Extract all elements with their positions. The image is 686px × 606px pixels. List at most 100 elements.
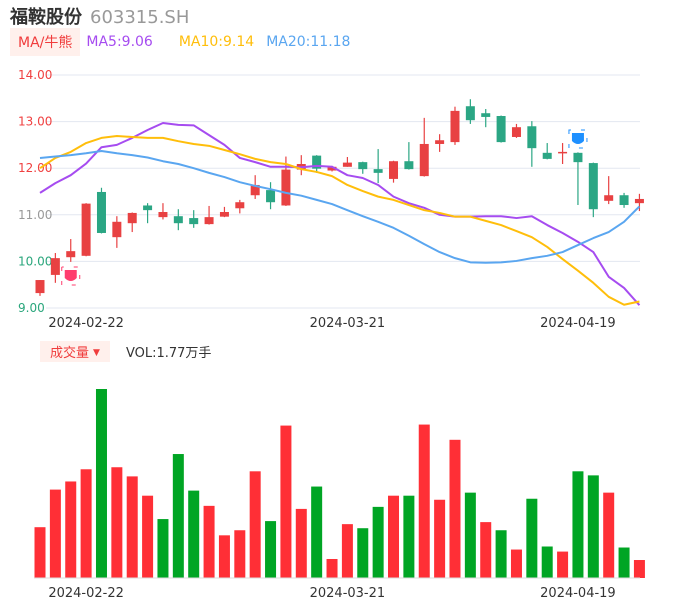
- ma20-legend: MA20:11.18: [266, 34, 351, 50]
- volume-bar: [249, 471, 261, 578]
- candle: [496, 115, 506, 143]
- candle: [465, 99, 475, 124]
- candle: [266, 182, 276, 210]
- candle-body: [281, 169, 291, 206]
- candle-body: [373, 169, 383, 173]
- candle-body: [312, 155, 322, 169]
- candle-body: [143, 205, 153, 211]
- candle: [143, 203, 153, 224]
- candle: [435, 134, 445, 152]
- candle-body: [465, 106, 475, 121]
- volume-bar: [126, 476, 138, 578]
- candle: [389, 160, 399, 183]
- marker-frame: [568, 129, 588, 149]
- candle: [158, 203, 168, 220]
- volume-bar: [480, 522, 492, 578]
- candle: [604, 176, 614, 205]
- volume-bar: [510, 549, 522, 578]
- volume-bar: [188, 490, 200, 578]
- volume-bar: [311, 486, 323, 578]
- candle-body: [327, 166, 337, 171]
- volume-bar: [142, 495, 154, 578]
- volume-bar: [280, 425, 292, 578]
- candle: [619, 192, 629, 208]
- volume-bar: [603, 492, 615, 578]
- x-tick-label: 2024-02-22: [48, 586, 124, 601]
- ma-legend: MA/牛熊 MA5:9.06 MA10:9.14 MA20:11.18: [10, 28, 368, 56]
- bull-badge-icon[interactable]: [61, 266, 81, 286]
- volume-bar: [203, 505, 215, 578]
- volume-bar: [80, 469, 92, 578]
- candle-body: [158, 212, 168, 218]
- volume-bar: [265, 521, 277, 578]
- volume-bar: [372, 506, 384, 578]
- volume-bar: [234, 530, 246, 578]
- y-tick-label: 9.00: [18, 301, 45, 315]
- candle-body: [404, 161, 414, 170]
- x-tick-label: 2024-02-22: [48, 316, 124, 331]
- candle-body: [358, 162, 368, 170]
- candle: [573, 152, 583, 206]
- volume-bar: [341, 524, 353, 578]
- candle: [81, 203, 91, 257]
- volume-bar: [464, 492, 476, 578]
- candle-body: [542, 152, 552, 159]
- candle-body: [96, 191, 106, 233]
- volume-bar: [572, 471, 584, 578]
- volume-bar: [157, 519, 169, 578]
- volume-bar: [418, 424, 430, 578]
- candle-body: [527, 126, 537, 149]
- volume-bar: [34, 527, 46, 578]
- volume-bar: [218, 535, 230, 578]
- candle-body: [619, 195, 629, 206]
- volume-bar: [633, 560, 645, 578]
- candle: [542, 143, 552, 160]
- candle-body: [66, 251, 76, 258]
- volume-legend: 成交量 ▼ VOL:1.77万手: [40, 340, 212, 362]
- bear-badge-icon[interactable]: [568, 129, 588, 149]
- candle-body: [219, 212, 229, 217]
- candle: [373, 149, 383, 184]
- candle-body: [112, 221, 122, 238]
- volume-bar: [49, 489, 61, 578]
- candle: [250, 175, 260, 199]
- indicator-selector[interactable]: MA/牛熊: [10, 28, 81, 56]
- candle: [235, 199, 245, 214]
- ma5-line: [39, 121, 641, 306]
- volume-indicator-selector[interactable]: 成交量 ▼: [40, 340, 110, 362]
- volume-bar: [526, 498, 538, 578]
- volume-bar: [618, 547, 630, 578]
- volume-bar: [295, 508, 307, 578]
- candle: [419, 117, 429, 177]
- candle-body: [588, 163, 598, 210]
- x-tick-label: 2024-04-19: [540, 316, 616, 331]
- y-tick-label: 11.00: [18, 208, 52, 222]
- candle-body: [81, 203, 91, 256]
- candle: [404, 142, 414, 170]
- volume-bar: [388, 495, 400, 578]
- candle-body: [450, 110, 460, 143]
- volume-value: VOL:1.77万手: [125, 345, 212, 361]
- candle: [342, 157, 352, 167]
- candle-body: [419, 143, 429, 177]
- stock-header: 福鞍股份 603315.SH: [10, 3, 190, 28]
- marker-shield: [571, 133, 584, 144]
- ma5-legend: MA5:9.06: [86, 34, 153, 50]
- marker-frame: [61, 266, 81, 286]
- candle: [66, 239, 76, 262]
- candle-body: [558, 151, 568, 154]
- candle: [558, 143, 568, 165]
- candle-body: [604, 195, 614, 201]
- candle: [219, 206, 229, 218]
- candle-body: [235, 202, 245, 209]
- candle-body: [573, 152, 583, 163]
- stock-code: 603315.SH: [90, 7, 190, 28]
- volume-bar: [357, 528, 369, 578]
- volume-bar: [495, 530, 507, 578]
- candle: [127, 212, 137, 233]
- candle: [96, 187, 106, 234]
- candle-body: [35, 280, 45, 294]
- volume-bar: [449, 439, 461, 578]
- y-tick-label: 10.00: [18, 254, 52, 268]
